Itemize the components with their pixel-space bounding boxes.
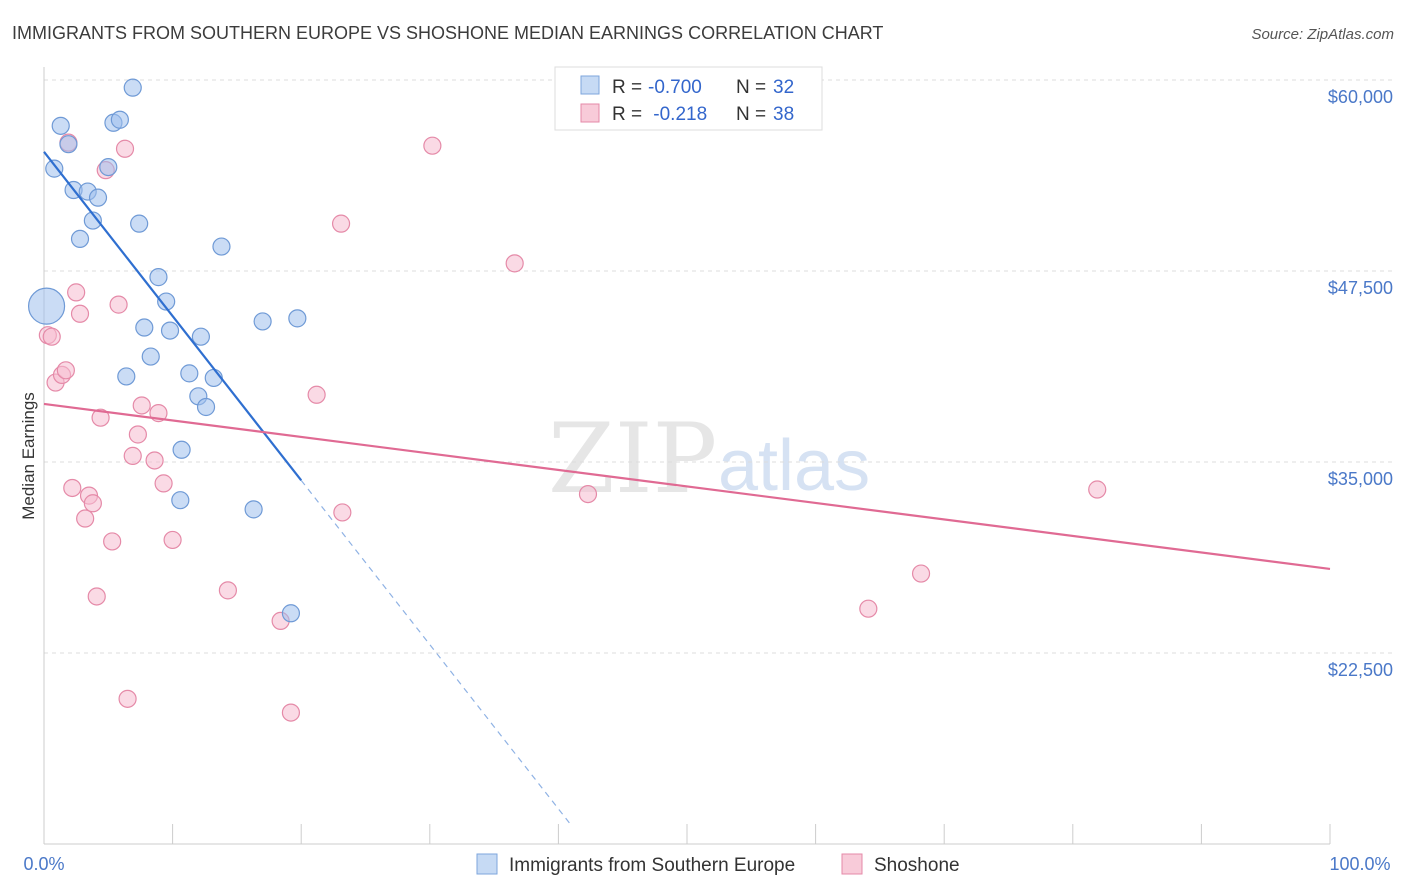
point-pink-34 — [578, 484, 598, 504]
y-tick-label-3: $60,000 — [1328, 87, 1393, 107]
point-blue-16 — [141, 347, 160, 366]
point-pink-35 — [859, 599, 878, 618]
point-pink-13 — [91, 408, 110, 427]
point-blue-15 — [135, 318, 154, 337]
point-blue-25 — [196, 397, 216, 417]
legend-n-value-blue: 32 — [773, 77, 794, 98]
legend-r-label-blue: R = — [612, 77, 642, 98]
gridlines — [44, 79, 1394, 654]
point-blue-0 — [27, 287, 66, 325]
x-tick-label-max: 100.0% — [1329, 854, 1390, 874]
point-pink-28 — [281, 703, 301, 722]
point-pink-12 — [87, 587, 106, 606]
point-blue-27 — [212, 237, 231, 256]
series-immigrants-southern-europe — [27, 78, 307, 623]
point-blue-24 — [191, 327, 210, 346]
legend-n-label-blue: N = — [736, 77, 766, 98]
point-pink-15 — [103, 532, 122, 551]
legend-swatch-pink — [580, 103, 600, 123]
point-pink-32 — [423, 136, 442, 155]
point-blue-31 — [288, 309, 307, 328]
point-pink-30 — [331, 214, 351, 233]
legend-r-label-pink: R = — [612, 104, 642, 125]
y-tick-labels: $22,500 $35,000 $47,500 $60,000 — [1328, 87, 1393, 680]
point-pink-6 — [63, 478, 82, 498]
point-pink-25 — [163, 530, 182, 550]
point-blue-2 — [51, 116, 70, 135]
trendline-blue — [43, 151, 303, 482]
legend-n-value-pink: 38 — [773, 104, 794, 125]
y-tick-label-0: $22,500 — [1328, 660, 1393, 680]
point-pink-1 — [42, 327, 61, 346]
point-pink-18 — [118, 689, 137, 708]
y-tick-label-2: $47,500 — [1328, 278, 1393, 298]
point-pink-17 — [115, 139, 135, 158]
trendlines — [43, 151, 1331, 826]
point-blue-3 — [59, 135, 78, 154]
point-pink-29 — [307, 385, 326, 404]
point-pink-26 — [218, 581, 237, 600]
trendline-blue-extension — [300, 479, 572, 826]
legend-n-label-pink: N = — [736, 104, 766, 125]
y-tick-label-1: $35,000 — [1328, 469, 1393, 489]
point-blue-11 — [110, 110, 129, 129]
point-pink-21 — [132, 396, 151, 415]
point-pink-22 — [145, 451, 164, 470]
bottom-legend-swatch-pink — [841, 853, 863, 875]
correlation-legend: R = -0.700 N = 32 R = -0.218 N = 38 — [554, 66, 823, 131]
point-blue-5 — [70, 229, 90, 249]
point-pink-19 — [123, 446, 142, 465]
x-tick-label-min: 0.0% — [23, 854, 64, 874]
chart-title: IMMIGRANTS FROM SOUTHERN EUROPE VS SHOSH… — [12, 23, 883, 43]
point-blue-18 — [157, 292, 176, 311]
point-blue-13 — [123, 78, 142, 97]
point-pink-20 — [128, 425, 147, 444]
point-blue-7 — [83, 211, 102, 230]
point-pink-36 — [911, 564, 931, 583]
bottom-legend-label-blue: Immigrants from Southern Europe — [509, 855, 795, 876]
legend-r-value-blue: -0.700 — [648, 77, 702, 98]
point-blue-28 — [244, 500, 263, 519]
point-blue-30 — [281, 604, 301, 623]
point-pink-9 — [76, 509, 95, 528]
watermark: ZIP atlas — [548, 403, 870, 515]
y-axis-label: Median Earnings — [19, 392, 38, 520]
chart-source: Source: ZipAtlas.com — [1251, 26, 1394, 43]
point-pink-8 — [70, 304, 90, 323]
point-blue-20 — [172, 440, 191, 459]
point-blue-8 — [88, 188, 108, 207]
point-blue-22 — [180, 364, 199, 383]
point-blue-29 — [253, 312, 272, 331]
x-tick-marks — [43, 824, 1331, 844]
point-pink-7 — [67, 283, 86, 302]
bottom-legend-swatch-blue — [476, 853, 498, 875]
trendline-pink — [43, 402, 1331, 571]
point-blue-14 — [130, 214, 149, 233]
point-pink-33 — [505, 254, 524, 273]
point-blue-19 — [160, 321, 180, 340]
point-pink-4 — [56, 361, 75, 380]
point-blue-12 — [117, 367, 136, 386]
point-pink-11 — [83, 494, 102, 513]
legend-swatch-blue — [580, 75, 600, 95]
point-blue-9 — [99, 157, 118, 177]
point-pink-16 — [109, 295, 128, 314]
point-blue-21 — [171, 491, 190, 510]
point-pink-37 — [1088, 480, 1107, 499]
point-blue-17 — [149, 268, 168, 287]
series-legend: Immigrants from Southern Europe Shoshone — [476, 853, 960, 876]
point-blue-1 — [45, 159, 64, 178]
watermark-zip: ZIP — [548, 403, 717, 515]
bottom-legend-label-pink: Shoshone — [874, 855, 960, 876]
point-pink-24 — [154, 474, 173, 493]
point-pink-31 — [333, 503, 352, 522]
series-shoshone — [38, 133, 1107, 722]
legend-r-value-pink: -0.218 — [648, 104, 707, 125]
